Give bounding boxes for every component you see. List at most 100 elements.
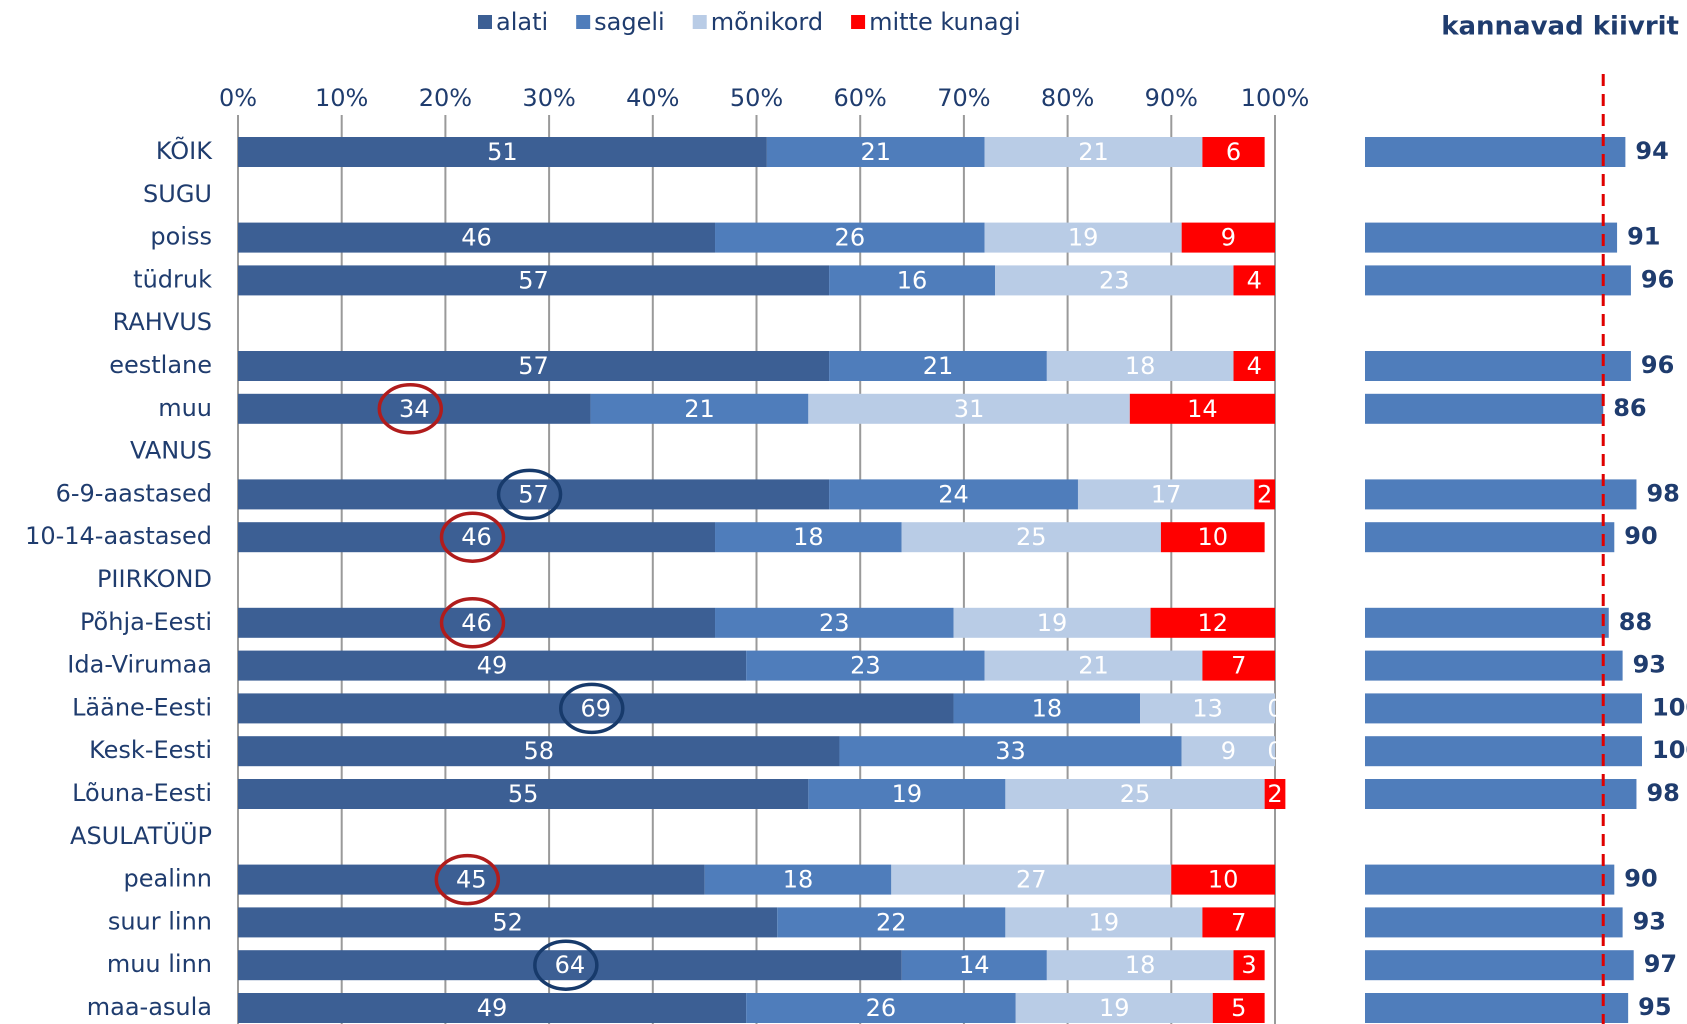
bar [1365,607,1609,638]
bar-segment [715,522,902,553]
bar-segment [1181,222,1275,253]
value-label: 100 [1652,736,1687,764]
category-label: suur linn [108,907,212,935]
bar-segment [1160,522,1265,553]
highlight-circle [496,468,563,521]
data-label: 64 [555,951,586,979]
data-label: 9 [1221,737,1236,765]
bar-segment [1233,950,1265,981]
bar-segment [238,265,830,296]
bar-segment [238,993,747,1023]
bar-segment [1005,907,1203,938]
data-label: 69 [580,694,611,722]
bar-segment [238,137,767,167]
data-label: 16 [897,266,928,294]
x-tick-label: 60% [834,84,887,112]
data-label: 4 [1247,266,1262,294]
bar-segment [238,779,809,809]
category-label: SUGU [143,180,212,208]
legend-label: alati [496,8,548,36]
value-label: 88 [1619,608,1652,636]
bar-segment [1202,650,1275,681]
category-label: KÕIK [156,135,213,165]
data-label: 57 [518,480,549,508]
legend-label: mitte kunagi [869,8,1020,36]
bar-segment [891,864,1172,895]
x-tick-label: 70% [937,84,990,112]
value-label: 97 [1644,950,1677,978]
highlight-circle [377,383,444,435]
bar-segment [1202,137,1265,167]
data-label: 49 [477,994,508,1022]
data-label: 9 [1221,224,1236,252]
data-label: 27 [1016,866,1047,894]
value-label: 91 [1627,223,1660,251]
data-label: 19 [1089,908,1120,936]
bar-segment [1140,693,1275,724]
bar-segment [808,393,1130,424]
x-tick-label: 10% [315,84,368,112]
bar [1365,522,1615,553]
data-label: 55 [508,780,539,808]
data-label: 14 [1187,395,1218,423]
value-label: 95 [1638,993,1671,1021]
bar-segment [984,137,1203,167]
bar-segment [238,650,747,681]
bar-segment [238,393,591,424]
bar [1365,479,1637,510]
data-label: 10 [1208,866,1239,894]
category-label: tüdruk [133,265,212,293]
data-label: 17 [1151,480,1182,508]
bar-segment [746,650,985,681]
data-label: 57 [518,352,549,380]
value-label: 93 [1633,907,1666,935]
data-label: 21 [684,395,715,423]
category-label: muu linn [107,950,212,978]
data-label: 25 [1016,523,1047,551]
bar-segment [1015,993,1213,1023]
x-tick-label: 100% [1241,84,1310,112]
bar-segment [715,222,985,253]
value-label: 90 [1624,522,1657,550]
bar-segment [1129,393,1275,424]
value-label: 96 [1641,265,1674,293]
bar-segment [984,650,1203,681]
bar [1365,351,1631,381]
bar-segment [238,736,840,767]
category-label: ASULATÜÜP [70,821,212,850]
bar-segment [984,222,1182,253]
bar [1365,222,1618,253]
value-label: 100 [1652,693,1687,721]
category-label: 10-14-aastased [25,522,212,550]
category-label: 6-9-aastased [56,479,212,507]
category-label: VANUS [130,437,212,465]
x-tick-label: 80% [1041,84,1094,112]
data-label: 7 [1231,908,1246,936]
bar-segment [238,522,716,553]
bar [1365,137,1626,167]
data-label: 21 [860,138,891,166]
data-label: 7 [1231,652,1246,680]
bar-segment [839,736,1182,767]
category-label: eestlane [109,351,212,379]
bar-segment [1212,993,1265,1023]
bar [1365,693,1642,724]
data-label: 18 [783,866,814,894]
data-label: 22 [876,908,907,936]
legend-swatch [478,15,492,29]
data-label: 18 [793,523,824,551]
legend-label: sageli [594,8,665,36]
data-label: 0 [1267,694,1282,722]
bar-segment [238,479,830,510]
bar-segment [1150,607,1275,638]
category-label: pealinn [124,865,212,893]
value-label: 96 [1641,351,1674,379]
value-label: 90 [1624,865,1657,893]
data-label: 46 [461,609,492,637]
bar-segment [901,950,1047,981]
data-label: 23 [850,652,881,680]
bar-segment [777,907,1006,938]
data-label: 12 [1198,609,1229,637]
highlight-circle [439,511,506,563]
